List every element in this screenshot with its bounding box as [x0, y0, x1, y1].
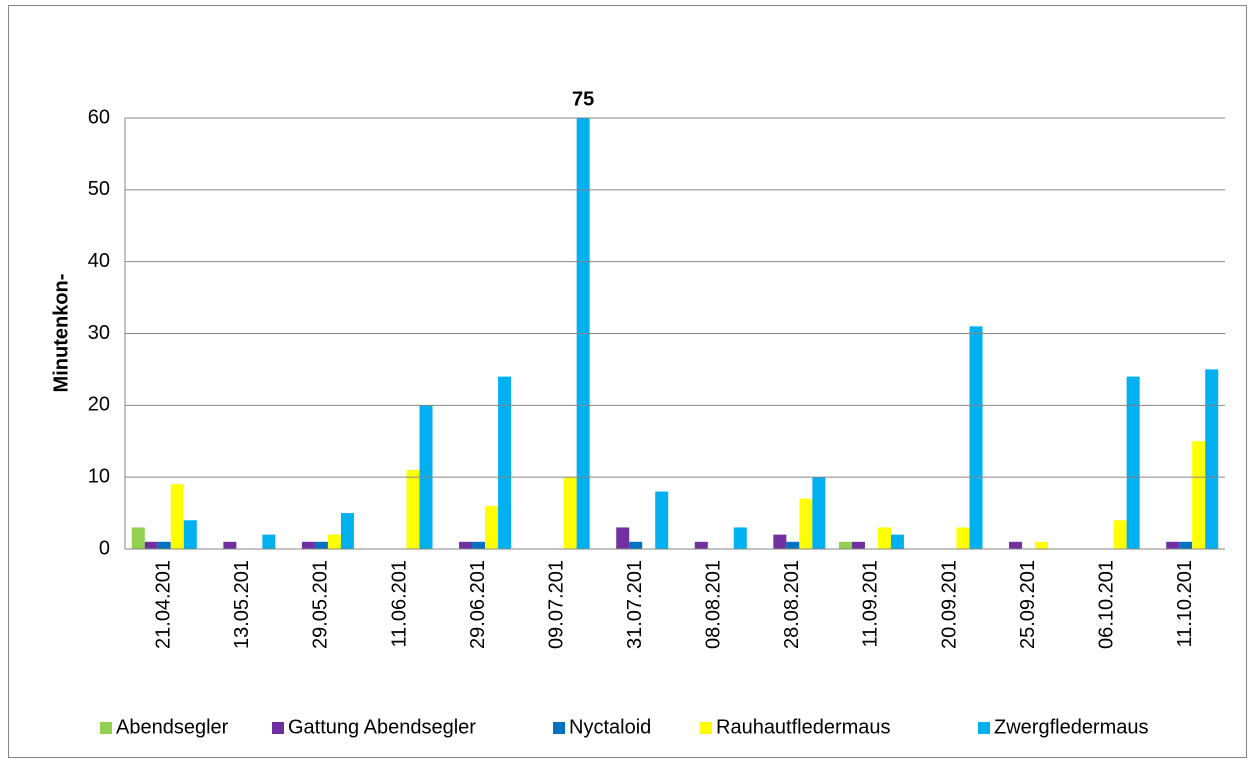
- bar: [327, 534, 341, 549]
- bar: [694, 541, 708, 549]
- y-tick-label: 10: [88, 465, 110, 487]
- legend-swatch: [700, 722, 712, 734]
- legend-label: Gattung Abendsegler: [288, 716, 476, 738]
- bar: [773, 534, 787, 549]
- x-tick-label: 29.05.201: [310, 560, 332, 649]
- bar: [799, 498, 813, 549]
- legend-swatch: [553, 722, 565, 734]
- bar: [956, 527, 970, 549]
- legend-label: Rauhautfledermaus: [716, 716, 891, 738]
- legend-swatch: [100, 722, 112, 734]
- x-tick-label: 28.08.201: [781, 560, 803, 649]
- bar: [459, 541, 473, 549]
- bar: [838, 541, 852, 549]
- bar: [851, 541, 865, 549]
- x-tick-label: 06.10.201: [1095, 560, 1117, 649]
- bar: [472, 541, 486, 549]
- bar: [498, 376, 512, 549]
- x-tick-label: 31.07.201: [624, 560, 646, 649]
- legend-label: Nyctaloid: [569, 716, 651, 738]
- y-tick-label: 30: [88, 322, 110, 344]
- bars: [131, 118, 1219, 549]
- legend-label: Abendsegler: [116, 716, 229, 738]
- y-tick-label: 40: [88, 250, 110, 272]
- bar: [340, 513, 354, 549]
- y-tick-label: 60: [88, 106, 110, 128]
- legend-swatch: [978, 722, 990, 734]
- x-tick-label: 11.10.201: [1174, 560, 1196, 648]
- x-tick-label: 20.09.201: [938, 560, 960, 649]
- x-tick-label: 11.09.201: [860, 560, 882, 648]
- bar: [170, 484, 184, 549]
- bar: [655, 491, 669, 549]
- x-tick-label: 08.08.201: [703, 560, 725, 649]
- bar: [262, 534, 276, 549]
- bar: [144, 541, 158, 549]
- bar: [1179, 541, 1193, 549]
- bar: [1166, 541, 1180, 549]
- bar: [1113, 520, 1127, 549]
- bar: [485, 505, 499, 549]
- bar: [183, 520, 197, 549]
- data-label: 75: [572, 88, 594, 110]
- x-tick-label: 21.04.201: [153, 560, 175, 649]
- bar: [877, 527, 891, 549]
- bar: [1205, 369, 1219, 549]
- bar: [406, 469, 420, 549]
- chart-frame: [8, 5, 1247, 758]
- bar: [1035, 541, 1049, 549]
- bar: [157, 541, 171, 549]
- bar: [1192, 441, 1206, 549]
- bar: [812, 477, 826, 549]
- bar: [223, 541, 237, 549]
- legend-label: Zwergfledermaus: [994, 716, 1149, 738]
- y-axis-label: Minutenkon-: [50, 274, 72, 393]
- bar: [616, 527, 630, 549]
- bar: [1126, 376, 1140, 549]
- x-tick-label: 29.06.201: [467, 560, 489, 649]
- y-tick-label: 20: [88, 394, 110, 416]
- bar: [733, 527, 747, 549]
- bar: [301, 541, 315, 549]
- x-tick-label: 11.06.201: [388, 560, 410, 648]
- bar: [131, 527, 145, 549]
- bar: [563, 477, 577, 549]
- bar: [969, 326, 983, 549]
- legend-swatch: [272, 722, 284, 734]
- x-tick-label: 13.05.201: [231, 560, 253, 649]
- y-tick-label: 50: [88, 178, 110, 200]
- x-tick-label: 09.07.201: [545, 560, 567, 649]
- x-tick-label: 25.09.201: [1017, 560, 1039, 649]
- bar: [890, 534, 904, 549]
- y-tick-label: 0: [99, 537, 110, 559]
- bar: [786, 541, 800, 549]
- bar: [629, 541, 643, 549]
- bar: [1009, 541, 1023, 549]
- bar: [314, 541, 328, 549]
